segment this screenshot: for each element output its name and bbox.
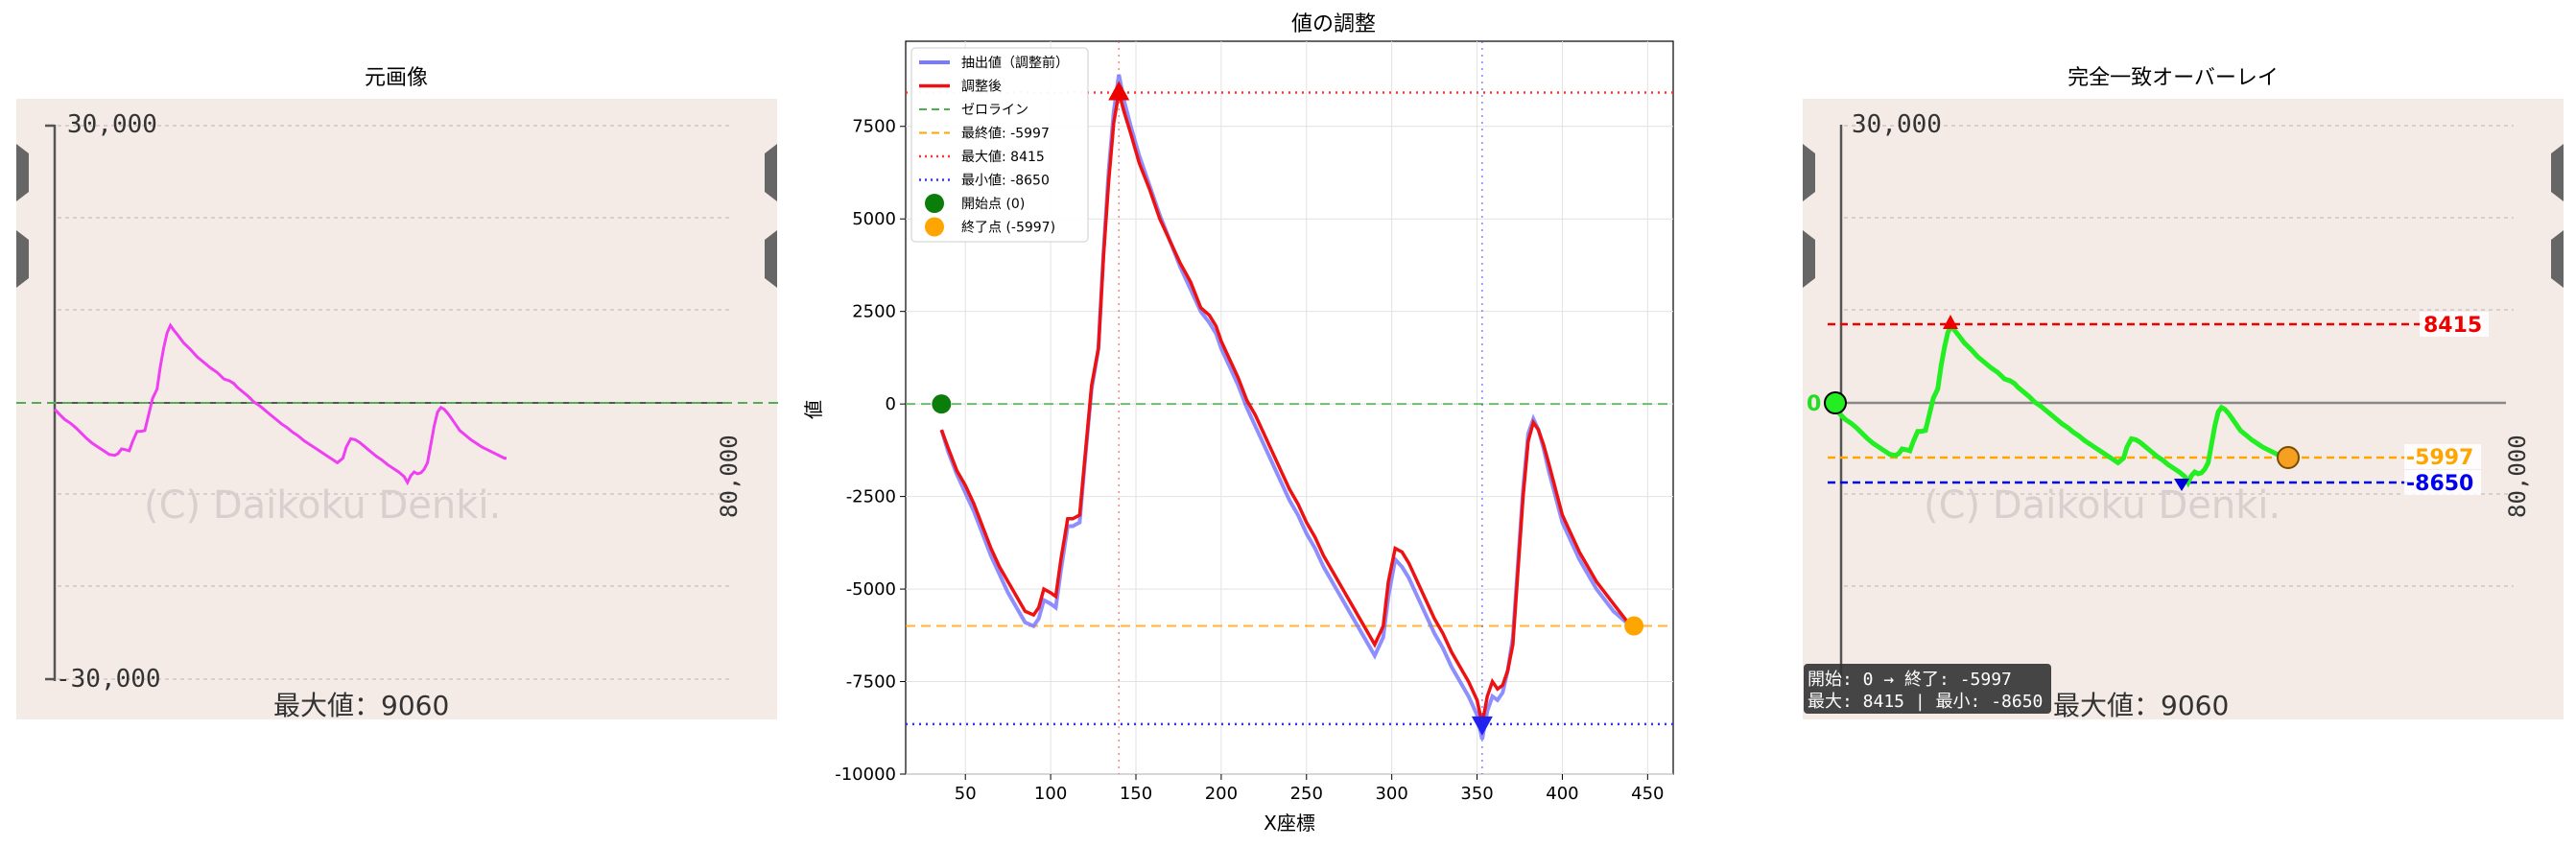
middle-panel: 値の調整 50 100 150 200 250 300 350 400 450 -10000 -75…: [802, 12, 1674, 835]
x-axis-label: X座標: [1264, 812, 1315, 835]
right-min-marker: [2174, 479, 2189, 491]
right-back-tab-icon-2: [1803, 230, 1815, 288]
left-panel-title: 元画像: [365, 66, 428, 90]
end-point-marker: [1624, 616, 1644, 636]
right-end-marker: [2277, 446, 2300, 469]
left-panel: 元画像 30,000 -30,000 80,000 (C) Daikoku De…: [16, 66, 782, 721]
legend-label: ゼロライン: [961, 103, 1028, 118]
right-next-tab-icon-2: [2551, 230, 2564, 288]
legend-label: 最大値: 8415: [961, 150, 1045, 165]
y-tick-label: 5000: [852, 209, 896, 229]
legend-box: [910, 47, 1089, 243]
max-point-marker: [1108, 81, 1130, 101]
right-watermark: (C) Daikoku Denki.: [1924, 483, 2281, 528]
right-info-line-1: 開始: 0 → 終了: -5997: [1808, 670, 2012, 690]
right-max-marker: [1943, 315, 1958, 329]
x-tick-label: 250: [1290, 784, 1323, 804]
x-tick-label: 100: [1034, 784, 1067, 804]
right-label-zero: 0: [1807, 392, 1821, 416]
legend-label: 最小値: -8650: [961, 174, 1050, 189]
right-photo-background: [1803, 99, 2564, 719]
y-tick-label: 7500: [852, 117, 896, 137]
right-label-min: -8650: [2406, 472, 2473, 496]
x-tick-label: 300: [1375, 784, 1407, 804]
right-next-tab-icon: [2551, 144, 2564, 201]
x-tick-label: 200: [1205, 784, 1238, 804]
right-info-box: [1804, 664, 2051, 714]
left-side-tick-label: 80,000: [716, 435, 743, 518]
y-tick-label: 0: [886, 394, 896, 414]
right-label-final-bg: [2404, 444, 2481, 469]
x-tick-label: 350: [1460, 784, 1493, 804]
y-axis-label: 値: [802, 400, 825, 419]
left-back-tab-icon-2: [16, 230, 29, 288]
right-panel: 完全一致オーバーレイ 30,000 80,000 (C) Daikoku Den…: [1803, 66, 2564, 721]
series-adjusted-line: [939, 91, 1635, 725]
right-info-line-2: 最大: 8415 | 最小: -8650: [1808, 692, 2043, 712]
left-watermark: (C) Daikoku Denki.: [144, 483, 501, 528]
left-footer-max: 最大値：9060: [273, 690, 449, 721]
left-next-tab-icon: [765, 144, 777, 201]
right-back-tab-icon: [1803, 144, 1815, 201]
left-tick-top-label: 30,000: [67, 110, 157, 139]
right-label-max: 8415: [2423, 314, 2482, 338]
series-lines: [939, 74, 1635, 741]
point-markers: [932, 81, 1644, 736]
legend-label: 調整後: [961, 80, 1002, 95]
right-panel-title: 完全一致オーバーレイ: [2068, 66, 2279, 90]
y-tick-label: -5000: [846, 579, 896, 600]
legend-label: 終了点 (-5997): [961, 221, 1055, 236]
x-tick-label: 50: [955, 784, 977, 804]
right-start-marker: [1824, 391, 1847, 414]
x-tick-label: 150: [1120, 784, 1152, 804]
right-tick-top-label: 30,000: [1852, 110, 1942, 139]
left-source-line: [53, 322, 507, 486]
legend-swatch: [925, 217, 944, 237]
right-label-final: -5997: [2406, 446, 2473, 470]
y-tick-label: -10000: [835, 765, 896, 785]
left-tick-bottom-label: -30,000: [56, 665, 161, 694]
x-tick-label: 450: [1631, 784, 1664, 804]
start-point-marker: [932, 394, 952, 414]
left-photo-background: [16, 99, 777, 719]
plot-ticks: 50 100 150 200 250 300 350 400 450 -10000 -7500 -50…: [835, 117, 1664, 804]
min-point-marker: [1471, 716, 1493, 736]
legend-label: 最終値: -5997: [961, 127, 1050, 142]
right-side-tick-label: 80,000: [2504, 435, 2531, 518]
right-overlay-line: [1833, 320, 2287, 488]
legend-label: 開始点 (0): [961, 197, 1025, 212]
right-label-max-bg: [2420, 312, 2489, 337]
left-next-tab-icon-2: [765, 230, 777, 288]
left-back-tab-icon: [16, 144, 29, 201]
x-tick-label: 400: [1546, 784, 1578, 804]
legend-label: 抽出値（調整前）: [961, 55, 1069, 71]
y-tick-label: -2500: [846, 487, 896, 507]
chart-title: 値の調整: [1291, 12, 1376, 36]
legend-swatch: [925, 194, 944, 213]
right-label-min-bg: [2404, 470, 2481, 495]
y-tick-label: 2500: [852, 302, 896, 322]
right-footer-max: 最大値：9060: [2053, 690, 2229, 721]
y-tick-label: -7500: [846, 672, 896, 693]
